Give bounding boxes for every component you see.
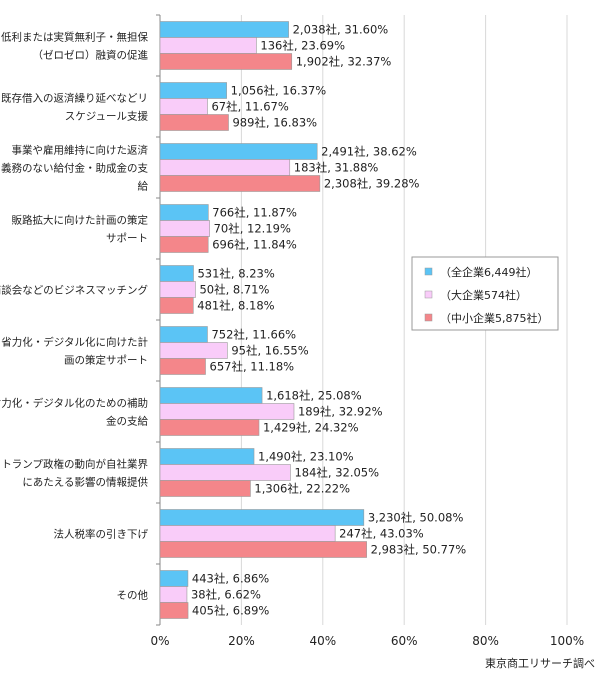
category-label: トランプ政権の動向が自社業界 — [1, 458, 148, 471]
data-label: 136社, 23.69% — [260, 39, 345, 53]
bar — [159, 403, 295, 420]
bar — [159, 586, 188, 603]
data-label: 657社, 11.18% — [210, 360, 295, 374]
category-label: 既存借入の返済繰り延べなどリ — [1, 92, 148, 105]
bar — [159, 82, 227, 99]
bar — [159, 37, 257, 54]
category-label: 商談会などのビジネスマッチング — [0, 284, 148, 297]
bar — [159, 159, 291, 176]
data-label: 443社, 6.86% — [192, 572, 269, 586]
bar — [159, 541, 367, 558]
legend-swatch — [424, 290, 433, 299]
data-label: 766社, 11.87% — [212, 206, 297, 220]
category-label: （ゼロゼロ）融資の促進 — [33, 49, 149, 62]
bar — [159, 326, 208, 343]
x-tick-label: 40% — [309, 634, 336, 648]
bar — [159, 236, 209, 253]
data-label: 1,429社, 24.32% — [263, 421, 359, 435]
legend-label: （全企業6,449社） — [440, 265, 538, 279]
category-label: 事業や雇用維持に向けた返済 — [12, 144, 149, 157]
bar — [159, 602, 189, 619]
bar — [159, 480, 251, 497]
legend-swatch — [424, 313, 433, 322]
bar — [159, 175, 321, 192]
x-tick-label: 20% — [228, 634, 255, 648]
bar — [159, 204, 209, 221]
data-label: 989社, 16.83% — [232, 116, 317, 130]
bar — [159, 358, 206, 375]
data-label: 67社, 11.67% — [211, 100, 288, 114]
bar — [159, 114, 229, 131]
category-label: 給 — [138, 180, 149, 193]
data-label: 2,308社, 39.28% — [324, 177, 420, 191]
data-label: 38社, 6.62% — [191, 588, 261, 602]
bar — [159, 98, 208, 115]
category-label: スケジュール支援 — [65, 110, 149, 123]
data-label: 696社, 11.84% — [212, 238, 297, 252]
category-label: 金の支給 — [106, 415, 148, 428]
category-label: 省力化・デジタル化に向けた計 — [1, 336, 148, 349]
bar — [159, 53, 293, 70]
data-label: 1,618社, 25.08% — [266, 389, 362, 403]
legend-swatch — [424, 267, 433, 276]
bar — [159, 525, 336, 542]
data-label: 481社, 8.18% — [197, 299, 274, 313]
bar — [159, 448, 255, 465]
legend-label: （大企業574社） — [440, 288, 527, 302]
data-label: 2,491社, 38.62% — [321, 145, 417, 159]
bar — [159, 387, 263, 404]
bar — [159, 281, 196, 298]
data-label: 3,230社, 50.08% — [368, 511, 464, 525]
legend-box — [411, 256, 559, 331]
category-label: その他 — [117, 589, 149, 602]
category-label: 省力化・デジタル化のための補助 — [0, 397, 148, 410]
x-tick-label: 80% — [472, 634, 499, 648]
bar — [159, 464, 291, 481]
data-label: 184社, 32.05% — [294, 466, 379, 480]
bar — [159, 220, 210, 237]
x-tick-label: 60% — [391, 634, 418, 648]
source-note: 東京商工リサーチ調べ — [485, 656, 595, 670]
data-label: 405社, 6.89% — [192, 604, 269, 618]
category-label: 低利または実質無利子・無担保 — [1, 31, 148, 44]
bar — [159, 342, 228, 359]
x-tick-label: 100% — [550, 634, 584, 648]
data-label: 752社, 11.66% — [211, 328, 296, 342]
category-label: 義務のない給付金・助成金の支 — [1, 162, 148, 175]
bar — [159, 509, 365, 526]
legend: （全企業6,449社） （大企業574社） （中小企業5,875社） — [411, 256, 559, 331]
data-label: 70社, 12.19% — [214, 222, 291, 236]
data-label: 1,490社, 23.10% — [258, 450, 354, 464]
data-label: 2,038社, 31.60% — [293, 23, 389, 37]
data-label: 189社, 32.92% — [298, 405, 383, 419]
category-label: にあたえる影響の情報提供 — [22, 476, 148, 489]
data-label: 247社, 43.03% — [339, 527, 424, 541]
data-label: 183社, 31.88% — [294, 161, 379, 175]
data-label: 50社, 8.71% — [199, 283, 269, 297]
data-label: 1,306社, 22.22% — [254, 482, 350, 496]
category-label: サポート — [106, 233, 148, 245]
data-label: 1,056社, 16.37% — [231, 84, 327, 98]
bar — [159, 570, 189, 587]
bar — [159, 419, 260, 436]
data-label: 95社, 16.55% — [231, 344, 308, 358]
bar — [159, 21, 289, 38]
data-label: 2,983社, 50.77% — [371, 543, 467, 557]
category-label: 販路拡大に向けた計画の策定 — [12, 214, 149, 227]
legend-label: （中小企業5,875社） — [440, 311, 549, 325]
category-label: 画の策定サポート — [64, 354, 148, 367]
data-label: 1,902社, 32.37% — [296, 55, 392, 69]
bar — [159, 265, 194, 282]
data-label: 531社, 8.23% — [197, 267, 274, 281]
bar — [159, 143, 318, 160]
bar — [159, 297, 194, 314]
category-label: 法人税率の引き下げ — [54, 528, 149, 541]
x-tick-label: 0% — [150, 634, 169, 648]
